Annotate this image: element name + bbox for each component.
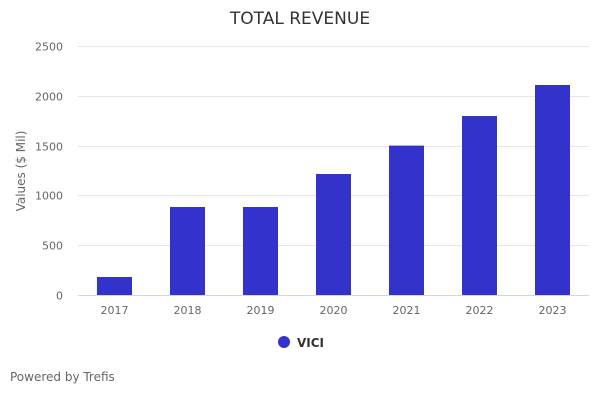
- bar-2017[interactable]: [97, 277, 132, 295]
- bar-2023[interactable]: [535, 85, 570, 295]
- y-axis-title: Values ($ Mil): [14, 131, 28, 212]
- y-tick-label: 2500: [35, 41, 63, 54]
- chart-title: TOTAL REVENUE: [229, 9, 370, 29]
- y-tick-label: 500: [42, 240, 63, 253]
- x-axis-ticks: 2017 2018 2019 2020 2021 2022 2023: [101, 304, 567, 317]
- x-tick-label: 2020: [320, 304, 348, 317]
- x-tick-label: 2022: [466, 304, 494, 317]
- bar-2020[interactable]: [316, 174, 351, 295]
- bars: [97, 85, 570, 295]
- x-tick-label: 2017: [101, 304, 129, 317]
- y-tick-label: 1000: [35, 190, 63, 203]
- x-tick-label: 2018: [174, 304, 202, 317]
- y-tick-label: 1500: [35, 141, 63, 154]
- y-tick-label: 0: [56, 290, 63, 303]
- credits-text[interactable]: Powered by Trefis: [10, 370, 115, 384]
- legend-marker-vici[interactable]: [278, 336, 290, 348]
- x-tick-label: 2023: [539, 304, 567, 317]
- y-tick-label: 2000: [35, 91, 63, 104]
- x-tick-label: 2019: [247, 304, 275, 317]
- bar-2018[interactable]: [170, 207, 205, 295]
- gridlines: [78, 46, 589, 246]
- x-tick-label: 2021: [393, 304, 421, 317]
- bar-2022[interactable]: [462, 116, 497, 295]
- bar-2019[interactable]: [243, 207, 278, 295]
- legend-label-vici[interactable]: VICI: [297, 336, 324, 350]
- bar-2021[interactable]: [389, 145, 424, 295]
- legend[interactable]: VICI: [278, 336, 324, 350]
- y-axis-ticks: 0 500 1000 1500 2000 2500: [35, 41, 63, 303]
